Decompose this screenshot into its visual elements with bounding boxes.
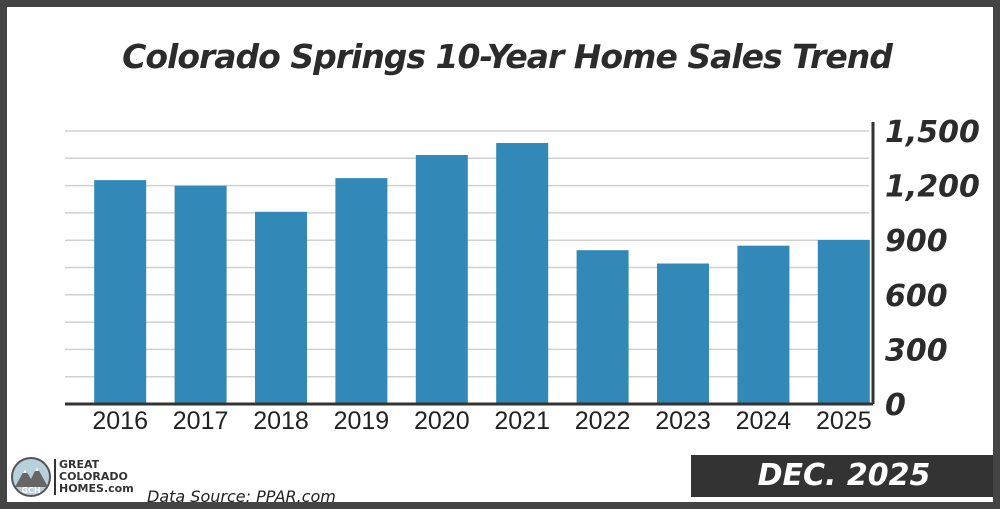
bar-2022 [576, 250, 629, 404]
x-tick-label: 2024 [736, 407, 792, 435]
logo-line: COLORADO [59, 470, 128, 483]
bar-2021 [496, 143, 549, 404]
bar-chart: 2016 2017 2018 2019 2020 2021 2022 2023 2024 2025… [65, 115, 980, 435]
bar-2018 [255, 211, 307, 404]
y-tick-label: 900 [885, 224, 948, 259]
x-tick-label: 2025 [816, 407, 872, 435]
date-badge: DEC. 2025 [691, 455, 993, 497]
x-tick-label: 2019 [334, 407, 390, 435]
x-tick-label: 2021 [494, 407, 550, 435]
x-tick-label: 2023 [655, 407, 711, 435]
y-tick-label: 600 [885, 279, 948, 314]
data-source: Data Source: PPAR.com [147, 487, 336, 506]
bar-2024 [737, 245, 790, 404]
logo-text: GREAT COLORADO HOMES.com [54, 459, 134, 495]
bar-2016 [94, 180, 147, 404]
y-tick-label: 0 [885, 388, 906, 423]
y-tick-label: 300 [885, 333, 948, 368]
x-tick-label: 2018 [253, 407, 309, 435]
logo: GCH GREAT COLORADO HOMES.com [11, 457, 134, 497]
bar-2019 [335, 178, 388, 404]
x-tick-label: 2020 [414, 407, 470, 435]
logo-line: GREAT [59, 458, 100, 471]
chart-title: Colorado Springs 10-Year Home Sales Tren… [122, 37, 893, 76]
x-tick-label: 2016 [92, 407, 148, 435]
y-tick-label: 1,200 [885, 170, 980, 205]
logo-line: HOMES.com [59, 482, 134, 495]
y-tick-label: 1,500 [885, 115, 980, 150]
x-tick-label: 2017 [173, 407, 229, 435]
bar-2025 [817, 240, 870, 404]
bar-2023 [657, 263, 709, 404]
svg-text:GCH: GCH [21, 486, 40, 495]
bar-2017 [174, 185, 227, 404]
mountain-logo-icon: GCH [11, 457, 51, 497]
bar-2020 [415, 155, 468, 404]
x-tick-label: 2022 [575, 407, 631, 435]
